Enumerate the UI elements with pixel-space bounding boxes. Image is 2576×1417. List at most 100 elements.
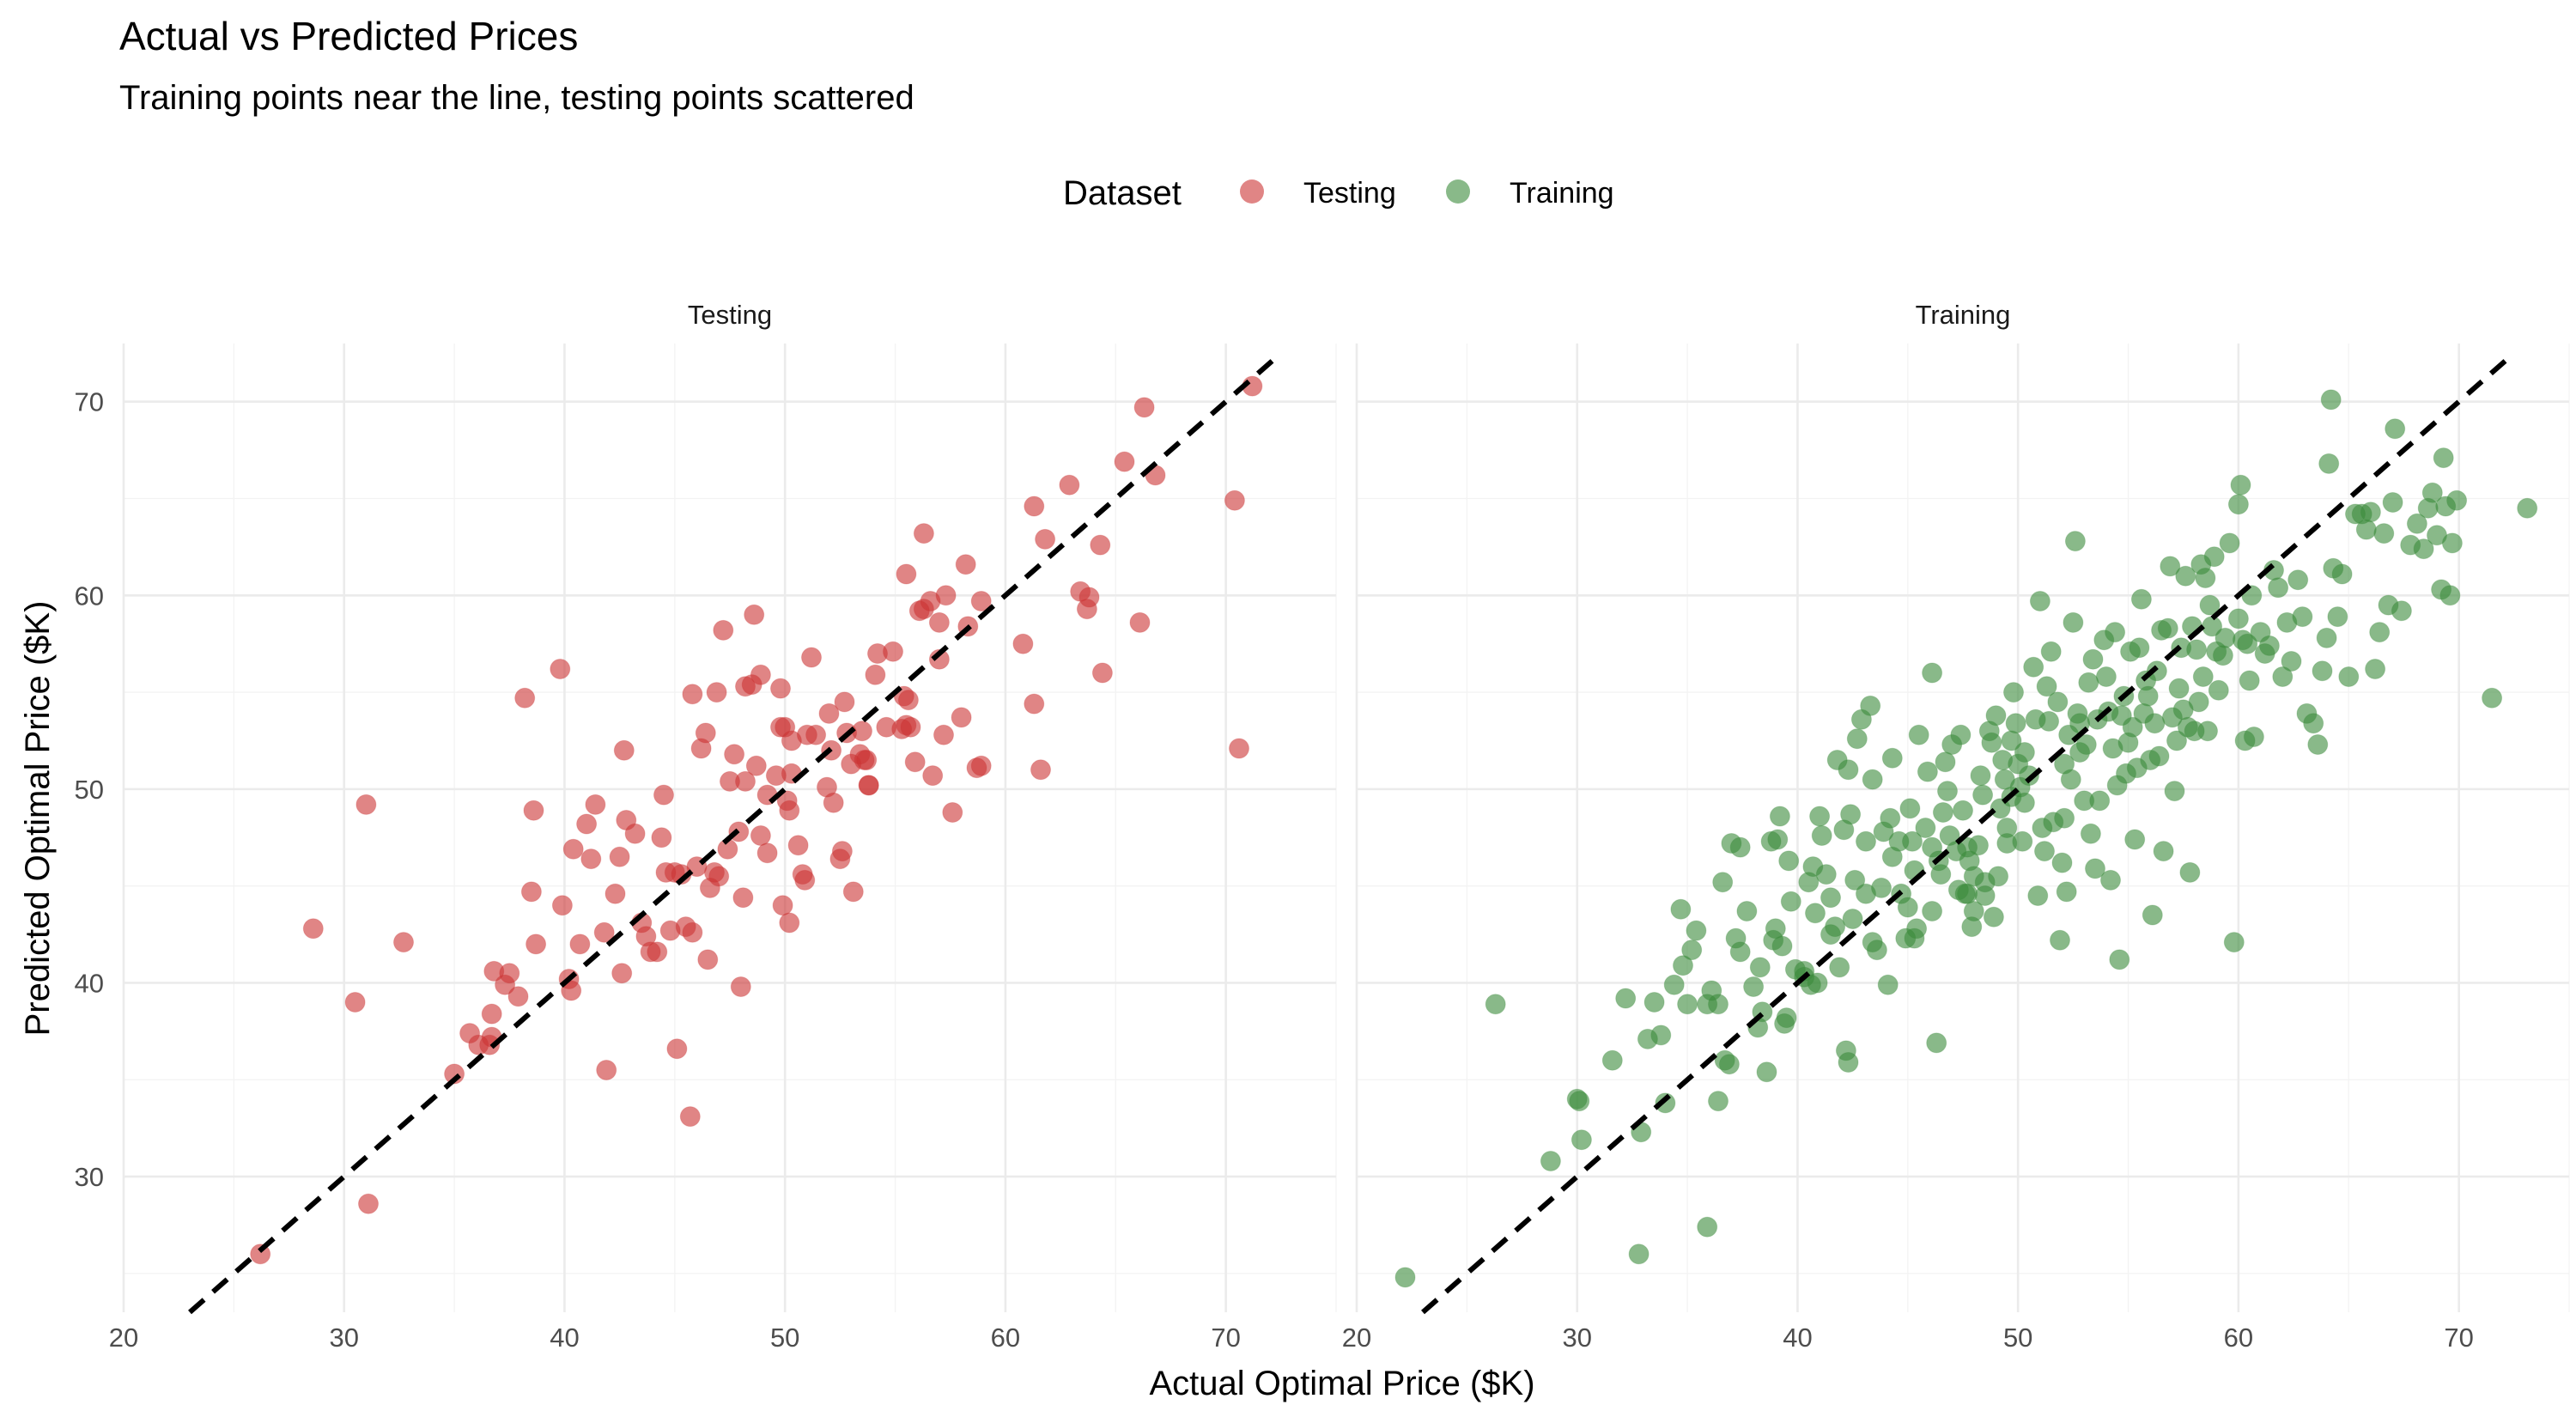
data-point — [928, 648, 950, 670]
data-point — [1922, 901, 1943, 921]
y-axis-title: Predicted Optimal Price ($K) — [19, 601, 57, 1037]
data-point — [2188, 691, 2209, 713]
data-point — [2258, 635, 2280, 656]
data-point — [1114, 451, 1135, 472]
legend-label-testing: Testing — [1303, 177, 1396, 210]
data-point — [2316, 627, 2337, 648]
data-point — [1708, 1091, 1728, 1112]
data-point — [1749, 957, 1771, 978]
data-point — [1829, 957, 1850, 978]
data-point — [1729, 941, 1751, 963]
data-point — [913, 523, 934, 544]
data-point — [653, 784, 674, 806]
data-point — [831, 841, 853, 862]
data-point — [2239, 670, 2260, 691]
data-point — [1780, 891, 1801, 912]
data-point — [1485, 994, 1506, 1015]
data-point — [2148, 745, 2170, 767]
data-point — [2446, 490, 2468, 511]
data-point — [2197, 721, 2218, 742]
data-point — [2338, 666, 2360, 687]
data-point — [2179, 861, 2201, 883]
data-point — [1988, 866, 2009, 887]
gridlines — [1355, 344, 2570, 1312]
data-point — [1807, 972, 1828, 994]
data-point — [1899, 798, 1921, 819]
data-point — [1935, 751, 1956, 773]
data-point — [1838, 1052, 1859, 1073]
data-point — [2230, 474, 2251, 496]
data-point — [697, 949, 719, 970]
data-point — [2051, 852, 2073, 873]
data-point — [2040, 641, 2062, 662]
scatter-points — [250, 375, 1263, 1265]
data-point — [2137, 685, 2159, 707]
data-point — [1756, 1061, 1777, 1083]
facet-panel-training: Training 20 30 40 50 60 70 — [1342, 300, 2570, 1353]
data-point — [2105, 622, 2126, 643]
data-point — [951, 707, 972, 728]
data-point — [2082, 648, 2104, 670]
data-point — [1129, 611, 1151, 633]
data-point — [750, 664, 771, 685]
data-point — [1811, 825, 1832, 846]
data-point — [2164, 781, 2185, 802]
data-point — [942, 802, 963, 823]
data-point — [1024, 693, 1045, 715]
data-point — [2130, 588, 2152, 610]
x-tick-label: 20 — [1342, 1323, 1371, 1353]
data-point — [1571, 1129, 1592, 1151]
data-point — [1718, 1054, 1740, 1075]
data-point — [955, 554, 976, 575]
data-point — [772, 895, 793, 916]
data-point — [823, 792, 844, 813]
data-point — [1024, 496, 1045, 517]
data-point — [834, 691, 855, 713]
data-point — [1091, 662, 1113, 684]
data-point — [679, 1106, 701, 1128]
data-point — [562, 838, 584, 860]
data-point — [897, 690, 919, 711]
data-point — [507, 986, 529, 1007]
data-point — [1866, 940, 1887, 961]
data-point — [499, 963, 520, 984]
data-point — [818, 702, 840, 724]
data-point — [551, 895, 573, 916]
data-point — [933, 724, 954, 745]
data-point — [1937, 781, 1958, 802]
x-tick-label: 70 — [2444, 1323, 2473, 1353]
data-point — [2014, 792, 2035, 813]
data-point — [1778, 850, 1800, 872]
data-point — [2146, 660, 2167, 682]
data-point — [745, 755, 767, 776]
data-point — [1926, 1032, 1947, 1054]
data-point — [2237, 633, 2258, 654]
data-point — [2095, 666, 2117, 687]
x-tick-label: 60 — [2224, 1323, 2253, 1353]
data-point — [856, 750, 878, 770]
chart-subtitle: Training points near the line, testing p… — [119, 79, 914, 117]
data-point — [1985, 705, 2007, 727]
data-point — [1663, 974, 1685, 995]
legend-key-training — [1446, 179, 1470, 204]
data-point — [750, 825, 771, 846]
data-point — [1908, 724, 1929, 745]
data-point — [2078, 672, 2099, 693]
legend-key-testing — [1240, 179, 1264, 204]
data-point — [787, 835, 809, 856]
data-point — [302, 918, 324, 940]
data-point — [1670, 898, 1692, 920]
data-point — [1229, 738, 1249, 759]
data-point — [2223, 932, 2245, 953]
data-point — [2175, 565, 2196, 587]
data-point — [896, 563, 917, 585]
data-point — [1970, 765, 1991, 787]
data-point — [2064, 531, 2086, 552]
data-point — [1643, 992, 1665, 1013]
gridlines — [122, 344, 1337, 1312]
data-point — [1809, 806, 1831, 827]
data-point — [2157, 617, 2178, 639]
data-point — [1059, 474, 1080, 496]
data-point — [2318, 453, 2340, 474]
data-point — [1825, 916, 1846, 938]
